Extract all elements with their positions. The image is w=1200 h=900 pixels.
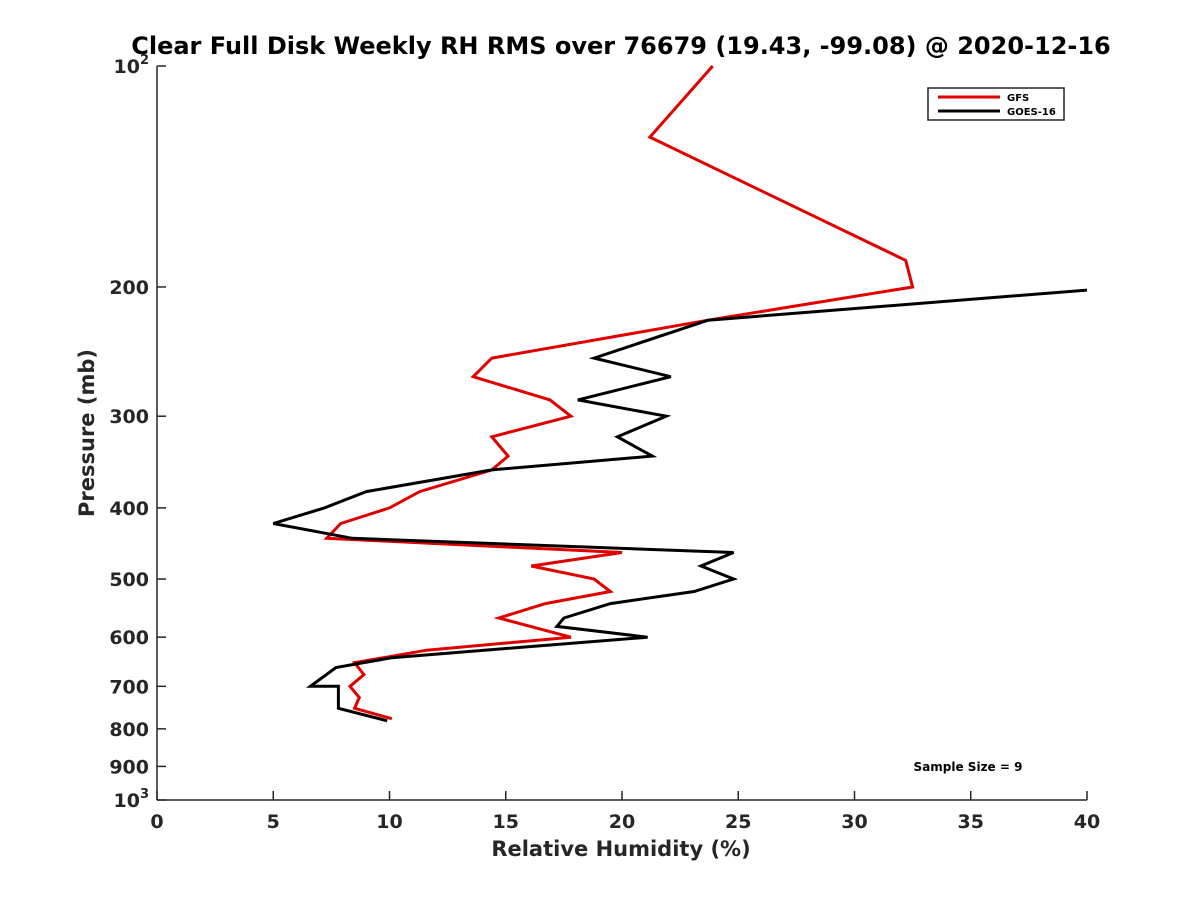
y-tick-label: 900 — [109, 756, 149, 778]
y-tick-label: 800 — [109, 719, 149, 741]
y-axis-label: Pressure (mb) — [75, 349, 99, 517]
plot-lines — [272, 65, 1088, 723]
y-tick-label: 700 — [109, 676, 149, 698]
y-tick-label: 300 — [109, 406, 149, 428]
x-tick-label: 15 — [493, 811, 519, 833]
y-tick-label: 103 — [114, 787, 150, 812]
y-tick-label: 600 — [109, 627, 149, 649]
x-tick-label: 25 — [725, 811, 751, 833]
y-tick-label: 200 — [109, 277, 149, 299]
y-tick-label: 500 — [109, 569, 149, 591]
chart-title: Clear Full Disk Weekly RH RMS over 76679… — [131, 32, 1111, 60]
legend-label: GOES-16 — [1007, 107, 1056, 118]
x-axis-label: Relative Humidity (%) — [491, 837, 750, 861]
series-line-1 — [272, 288, 1088, 723]
legend: GFS GOES-16 — [927, 87, 1065, 121]
x-tick-label: 35 — [958, 811, 984, 833]
x-ticks: 0 5 10 15 20 25 30 35 40 — [150, 791, 1100, 833]
y-ticks: 102 200 300 400 500 600 700 800 900 103 — [109, 53, 166, 812]
y-tick-label: 400 — [109, 498, 149, 520]
x-tick-label: 40 — [1074, 811, 1100, 833]
legend-box — [927, 87, 1065, 121]
x-tick-label: 30 — [841, 811, 867, 833]
x-tick-label: 10 — [376, 811, 402, 833]
x-tick-label: 20 — [609, 811, 635, 833]
legend-label: GFS — [1007, 93, 1029, 104]
y-tick-label: 102 — [114, 53, 150, 78]
sample-size-annotation: Sample Size = 9 — [914, 760, 1023, 774]
x-tick-label: 0 — [150, 811, 163, 833]
x-tick-label: 5 — [267, 811, 280, 833]
